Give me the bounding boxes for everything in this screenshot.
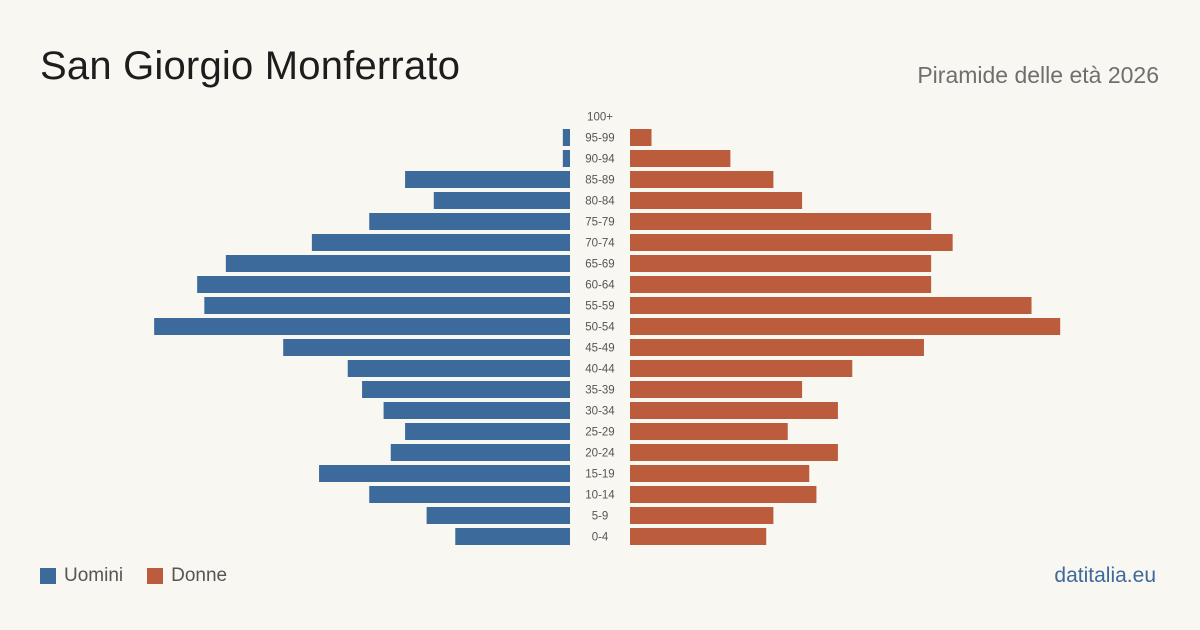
bar-men-70-74 (311, 234, 570, 251)
age-label-95-99: 95-99 (585, 133, 614, 145)
bar-men-95-99 (562, 129, 570, 146)
age-label-65-69: 65-69 (585, 259, 614, 271)
age-label-0-4: 0-4 (592, 532, 609, 544)
age-label-30-34: 30-34 (585, 406, 615, 418)
page-title: San Giorgio Monferrato (40, 44, 461, 88)
bar-men-55-59 (204, 297, 570, 314)
legend-swatch-men (40, 568, 56, 584)
bar-women-15-19 (630, 465, 810, 482)
bar-women-55-59 (630, 297, 1032, 314)
bar-women-10-14 (630, 486, 817, 503)
women-bars (630, 129, 1061, 545)
bar-men-85-89 (405, 171, 570, 188)
bar-women-80-84 (630, 192, 803, 209)
bar-men-90-94 (562, 150, 570, 167)
men-bars (154, 129, 570, 545)
age-label-100plus: 100+ (587, 112, 613, 124)
legend-item-men: Uomini (40, 565, 123, 587)
legend-label-men: Uomini (64, 565, 124, 586)
bar-women-30-34 (630, 402, 838, 419)
age-label-60-64: 60-64 (585, 280, 615, 292)
population-pyramid-chart: 100+ 95-99 90-94 85-89 80-84 75-79 70-74 65-69 6… (154, 112, 1061, 545)
bar-women-5-9 (630, 507, 774, 524)
bar-women-60-64 (630, 276, 932, 293)
age-label-75-79: 75-79 (585, 217, 614, 229)
bar-men-45-49 (283, 339, 570, 356)
bar-women-40-44 (630, 360, 853, 377)
age-label-55-59: 55-59 (585, 301, 614, 313)
age-label-25-29: 25-29 (585, 427, 614, 439)
age-group-labels: 100+ 95-99 90-94 85-89 80-84 75-79 70-74 65-69 6… (585, 112, 615, 544)
age-label-45-49: 45-49 (585, 343, 614, 355)
bar-men-20-24 (390, 444, 570, 461)
bar-men-80-84 (433, 192, 570, 209)
age-label-50-54: 50-54 (585, 322, 615, 334)
bar-men-15-19 (319, 465, 570, 482)
site-brand-link[interactable]: datitalia.eu (1054, 564, 1156, 587)
bar-men-75-79 (369, 213, 570, 230)
bar-men-65-69 (225, 255, 570, 272)
age-label-35-39: 35-39 (585, 385, 614, 397)
bar-women-0-4 (630, 528, 767, 545)
age-label-10-14: 10-14 (585, 490, 615, 502)
age-label-80-84: 80-84 (585, 196, 615, 208)
bar-women-95-99 (630, 129, 652, 146)
bar-men-35-39 (362, 381, 570, 398)
bar-men-40-44 (347, 360, 570, 377)
age-label-20-24: 20-24 (585, 448, 615, 460)
chart-legend: Uomini Donne (40, 565, 251, 587)
bar-women-20-24 (630, 444, 838, 461)
legend-item-women: Donne (147, 565, 227, 587)
age-label-40-44: 40-44 (585, 364, 615, 376)
bar-women-65-69 (630, 255, 932, 272)
chart-subtitle: Piramide delle età 2026 (917, 62, 1159, 88)
bar-women-50-54 (630, 318, 1061, 335)
bar-women-25-29 (630, 423, 788, 440)
legend-swatch-women (147, 568, 164, 584)
bar-men-5-9 (426, 507, 570, 524)
bar-men-10-14 (369, 486, 570, 503)
age-label-85-89: 85-89 (585, 175, 614, 187)
age-label-90-94: 90-94 (585, 154, 615, 166)
bar-women-90-94 (630, 150, 731, 167)
bar-men-25-29 (405, 423, 570, 440)
age-label-70-74: 70-74 (585, 238, 615, 250)
bar-men-30-34 (383, 402, 570, 419)
bar-men-0-4 (455, 528, 570, 545)
legend-label-women: Donne (171, 565, 228, 586)
bar-men-50-54 (154, 318, 570, 335)
bar-women-85-89 (630, 171, 774, 188)
bar-men-60-64 (197, 276, 570, 293)
bar-women-75-79 (630, 213, 932, 230)
age-label-15-19: 15-19 (585, 469, 614, 481)
age-label-5-9: 5-9 (592, 511, 609, 523)
bar-women-45-49 (630, 339, 924, 356)
bar-women-35-39 (630, 381, 803, 398)
bar-women-70-74 (630, 234, 953, 251)
